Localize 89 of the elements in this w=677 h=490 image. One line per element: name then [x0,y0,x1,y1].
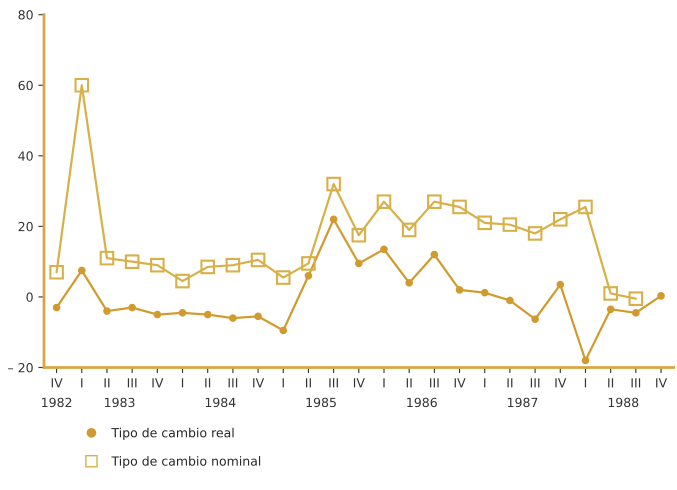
point [200,260,215,274]
text: 1983 [105,398,134,408]
point [103,307,111,315]
point [606,305,614,314]
point [531,315,539,323]
point [175,274,190,288]
point [330,216,338,224]
x-tick-label: III [632,378,640,388]
point [304,272,312,280]
point [657,292,665,300]
y-tick-label: 0 [26,292,33,302]
x-tick-label: II [507,378,512,388]
x-tick-label: IV [454,378,466,388]
text: 1985 [306,398,336,408]
point [452,200,467,214]
point [427,194,442,209]
x-tick-label: II [306,378,311,388]
point [603,286,618,301]
x-tick-label: III [128,378,136,388]
point [279,326,288,334]
point [477,216,492,230]
point [326,176,341,192]
point [204,310,212,318]
x-tick-label: I [584,378,586,388]
x-tick-label: III [329,378,338,388]
text: 1984 [206,398,236,408]
point [380,245,388,254]
point [506,296,514,304]
point [628,291,644,306]
x-tick-label: I [383,378,385,388]
point [154,310,162,318]
point [226,258,240,272]
x-tick-label: II [608,378,614,388]
text: 1988 [608,398,638,408]
x-tick-label: III [430,378,439,388]
point [528,226,542,241]
x-tick-label: II [406,378,412,388]
point [552,212,568,227]
point [354,260,363,268]
y-tick-label: 40 [18,151,33,161]
text: 1986 [407,398,437,408]
point [52,304,60,312]
text: 1982 [42,398,72,408]
point [150,258,165,272]
x-tick-label: I [484,378,486,388]
text: 1987 [508,398,538,408]
point [632,308,640,317]
point [301,256,316,271]
legend-label: Tipo de cambio nominal [111,456,260,468]
y-tick-label: 60 [18,80,33,90]
x-tick-label: I [182,378,184,388]
point [556,280,564,288]
point [74,78,90,93]
x-tick-label: IV [253,378,264,388]
point [352,228,366,242]
x-tick-label: III [228,378,238,388]
point [502,217,518,232]
point [402,222,416,238]
point [250,252,266,268]
x-tick-label: I [282,378,284,388]
point [229,314,237,322]
x-tick-label: IV [354,378,365,388]
point [376,194,392,209]
point [276,270,291,285]
point [430,250,438,258]
point [456,286,464,294]
x-tick-label: I [81,378,82,388]
x-tick-label: II [205,378,210,388]
legend-label: Tipo de cambio real [111,428,234,440]
x-tick-label: IV [152,378,164,388]
point [578,200,593,214]
point [128,304,136,312]
y-tick-label: 80 [18,10,33,20]
x-tick-label: II [104,378,110,388]
point [254,312,262,320]
x-tick-label: III [530,378,540,388]
point [582,356,590,364]
point [49,264,64,280]
x-tick-label: IV [555,378,566,388]
point [405,279,413,287]
point [78,266,86,274]
point [100,250,114,266]
y-tick-label: 20 [18,222,33,232]
x-tick-label: IV [656,378,668,388]
point [480,288,489,297]
y-tick-label: – 20 [8,362,33,372]
point [178,308,186,317]
x-tick-label: IV [52,378,63,388]
point [124,254,140,269]
